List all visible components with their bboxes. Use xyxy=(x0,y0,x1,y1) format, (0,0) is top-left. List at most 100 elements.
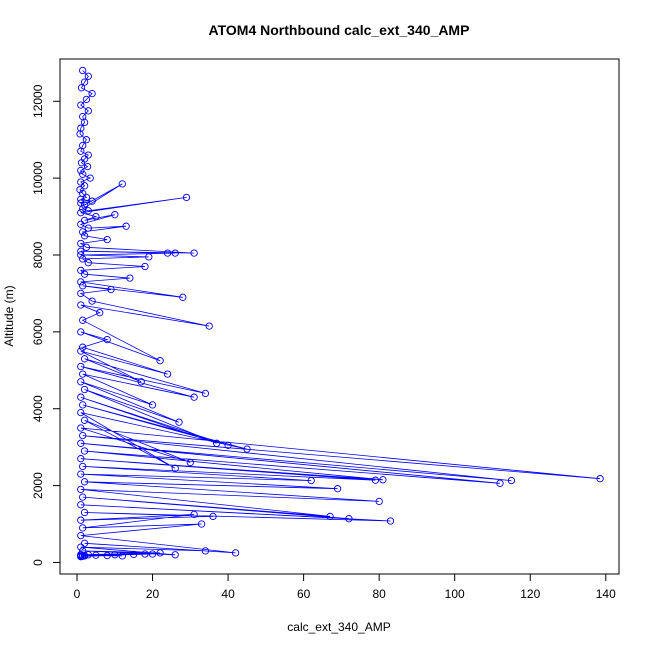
data-point xyxy=(80,270,89,278)
data-point xyxy=(80,182,89,190)
y-tick-label: 2000 xyxy=(31,472,45,499)
x-axis-label: calc_ext_340_AMP xyxy=(287,620,390,634)
data-point xyxy=(79,316,87,324)
data-point xyxy=(80,508,89,517)
data-point xyxy=(83,162,92,171)
data-point xyxy=(77,408,85,417)
data-point xyxy=(507,476,516,485)
data-point xyxy=(79,524,87,532)
data-point xyxy=(88,297,96,305)
data-point xyxy=(80,416,89,424)
data-point xyxy=(77,347,85,355)
chart-title: ATOM4 Northbound calc_ext_340_AMP xyxy=(209,22,470,38)
data-point xyxy=(76,130,84,138)
data-point xyxy=(96,309,104,317)
data-point xyxy=(77,485,85,494)
data-point xyxy=(205,322,213,330)
data-point xyxy=(156,549,164,557)
data-point xyxy=(379,476,387,484)
data-point xyxy=(77,124,85,132)
data-point xyxy=(84,551,92,559)
data-point xyxy=(77,378,85,386)
data-point xyxy=(82,95,91,104)
data-point xyxy=(333,485,342,493)
data-point xyxy=(201,389,210,398)
data-point xyxy=(386,517,395,525)
data-point xyxy=(79,228,87,236)
data-point xyxy=(77,362,85,371)
data-point xyxy=(84,224,92,232)
data-point xyxy=(77,247,85,255)
data-point xyxy=(126,274,134,282)
data-point xyxy=(171,551,179,559)
data-point xyxy=(77,424,85,432)
data-point xyxy=(79,462,87,471)
data-point xyxy=(80,447,89,455)
data-point xyxy=(111,551,119,559)
data-point xyxy=(496,479,504,487)
x-tick-label: 60 xyxy=(297,587,311,601)
data-point xyxy=(77,209,85,217)
data-point xyxy=(145,253,153,261)
x-tick-label: 120 xyxy=(520,587,540,601)
data-point xyxy=(77,393,85,401)
y-tick-label: 6000 xyxy=(31,318,45,345)
data-point xyxy=(80,539,89,547)
data-point xyxy=(77,470,85,478)
data-point xyxy=(77,455,85,463)
y-tick-label: 8000 xyxy=(31,241,45,268)
data-point xyxy=(130,550,138,559)
data-point xyxy=(79,493,87,501)
y-axis-label: Altitude (m) xyxy=(2,285,16,346)
data-point xyxy=(375,497,383,506)
data-point xyxy=(88,197,96,205)
y-tick-label: 4000 xyxy=(31,395,45,422)
data-point xyxy=(224,441,232,449)
x-axis: 0 20 40 60 80 100 120 140 xyxy=(74,573,616,601)
data-point xyxy=(118,552,126,560)
data-point xyxy=(77,328,85,336)
x-tick-label: 80 xyxy=(372,587,386,601)
data-point xyxy=(243,445,251,453)
data-point xyxy=(122,222,130,230)
data-point xyxy=(371,476,380,484)
data-point xyxy=(171,464,179,472)
data-point xyxy=(190,393,198,401)
data-point xyxy=(179,293,187,301)
data-point xyxy=(141,262,149,271)
data-point xyxy=(77,266,85,275)
data-point xyxy=(82,136,91,144)
data-point xyxy=(80,385,89,394)
data-point xyxy=(77,278,85,286)
data-point xyxy=(77,301,85,309)
data-point xyxy=(77,159,86,167)
data-point xyxy=(213,439,221,447)
data-point xyxy=(80,216,89,225)
data-point xyxy=(79,431,87,440)
data-point xyxy=(88,89,96,98)
data-point xyxy=(77,220,85,228)
data-point xyxy=(118,180,126,188)
data-point xyxy=(111,211,119,219)
data-point xyxy=(79,66,87,75)
x-tick-label: 40 xyxy=(221,587,235,601)
data-point xyxy=(77,516,85,524)
data-point xyxy=(182,193,191,202)
data-point xyxy=(77,251,85,259)
data-point xyxy=(80,118,89,127)
data-point xyxy=(79,282,87,290)
data-point xyxy=(80,478,89,486)
data-point xyxy=(148,401,157,409)
data-point xyxy=(175,418,183,426)
data-point xyxy=(79,401,87,409)
y-axis: 0 2000 4000 6000 8000 10000 12000 xyxy=(31,84,61,566)
data-point xyxy=(163,249,172,257)
data-point xyxy=(103,235,111,244)
data-point xyxy=(80,78,89,86)
data-point xyxy=(103,551,111,560)
data-point xyxy=(77,84,86,92)
data-point xyxy=(92,551,100,559)
y-tick-label: 12000 xyxy=(31,84,45,118)
data-point xyxy=(307,476,315,485)
